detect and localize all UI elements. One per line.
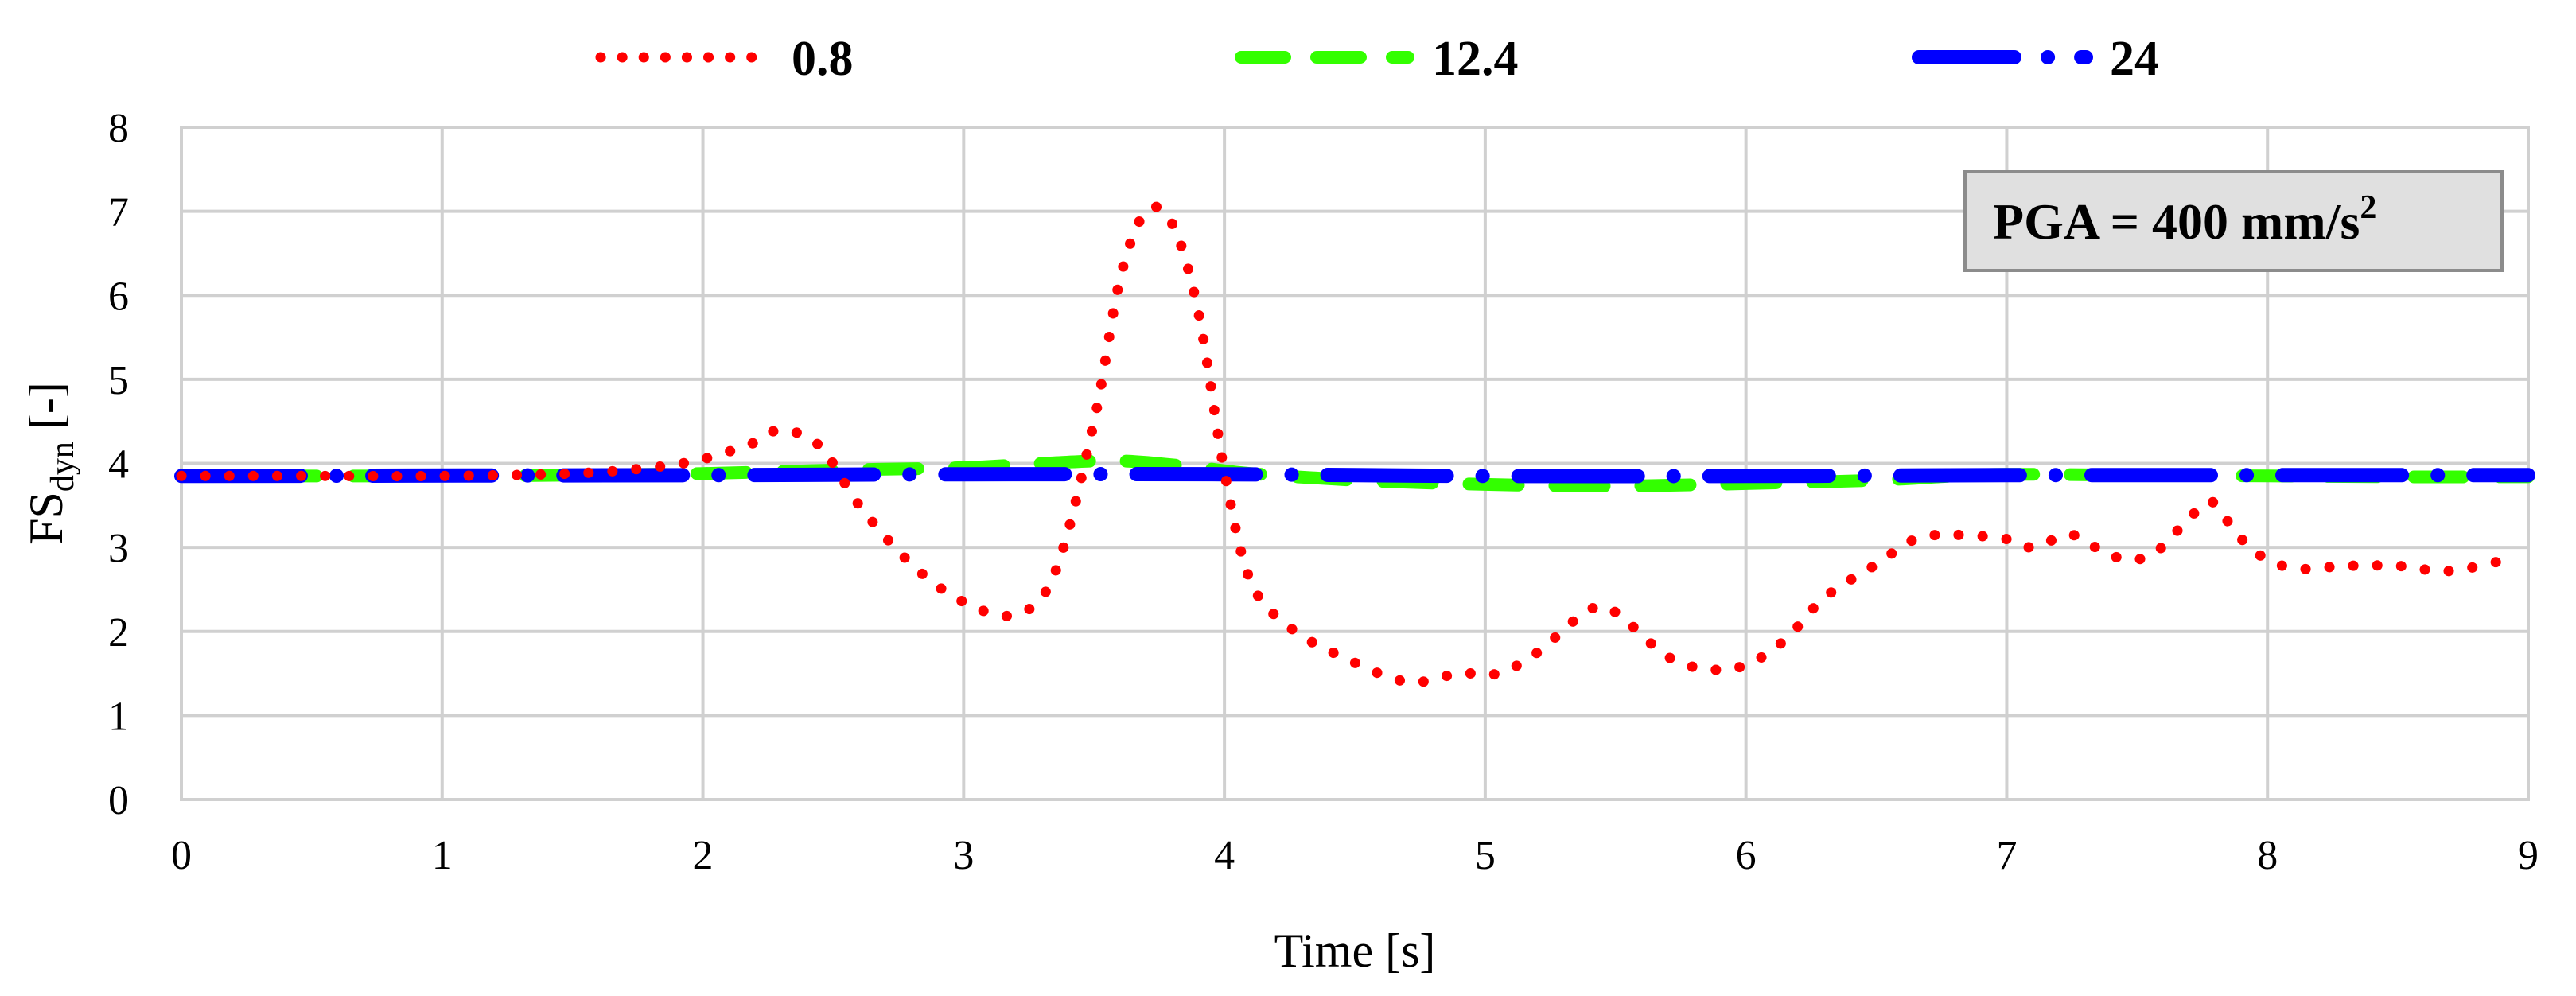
y-tick-label: 2 [108,610,129,656]
annotation-superscript: 2 [2360,189,2376,226]
legend-label: 12.4 [1432,32,1519,86]
y-tick-label: 4 [108,442,129,488]
x-tick-label: 3 [953,833,974,878]
x-tick-label: 8 [2257,833,2278,878]
y-tick-labels: 0 1 2 3 4 5 6 7 8 [108,106,129,823]
x-tick-label: 7 [1996,833,2017,878]
x-tick-label: 2 [693,833,714,878]
legend: 0.8 12.4 24 [595,32,2159,86]
x-axis-title: Time [s] [1274,924,1436,977]
legend-label: 0.8 [792,32,854,86]
y-tick-label: 7 [108,190,129,235]
y-axis-title: FSdyn [-] [20,382,81,545]
annotation-label: PGA = 400 mm/s [1993,193,2360,250]
x-tick-label: 9 [2518,833,2539,878]
x-tick-label: 1 [432,833,453,878]
series-layer [174,201,2535,688]
y-tick-label: 1 [108,694,129,739]
series-line-0.8 [176,201,2521,688]
y-tick-label: 5 [108,358,129,403]
legend-item-0.8: 0.8 [595,32,854,86]
x-tick-label: 6 [1736,833,1757,878]
x-tick-label: 5 [1475,833,1496,878]
plot-area-border [180,126,2530,801]
annotation-box: PGA = 400 mm/s2 [1963,170,2504,272]
y-tick-label: 6 [108,274,129,319]
annotation-box-background [1963,170,2504,272]
y-tick-label: 8 [108,106,129,151]
y-axis-title-main: FS [20,492,72,545]
series-line-24 [174,467,2535,484]
x-tick-label: 0 [171,833,192,878]
y-tick-label: 3 [108,526,129,571]
x-tick-label: 4 [1214,833,1235,878]
y-axis-title-subscript: dyn [45,442,81,492]
legend-item-12.4: 12.4 [1235,32,1519,86]
x-tick-labels: 0 1 2 3 4 5 6 7 8 9 [171,833,2539,878]
y-tick-label: 0 [108,778,129,823]
y-axis-title-suffix: [-] [20,382,72,442]
annotation-text: PGA = 400 mm/s2 [1993,189,2376,250]
legend-item-24: 24 [1912,32,2159,86]
legend-label: 24 [2110,32,2159,86]
